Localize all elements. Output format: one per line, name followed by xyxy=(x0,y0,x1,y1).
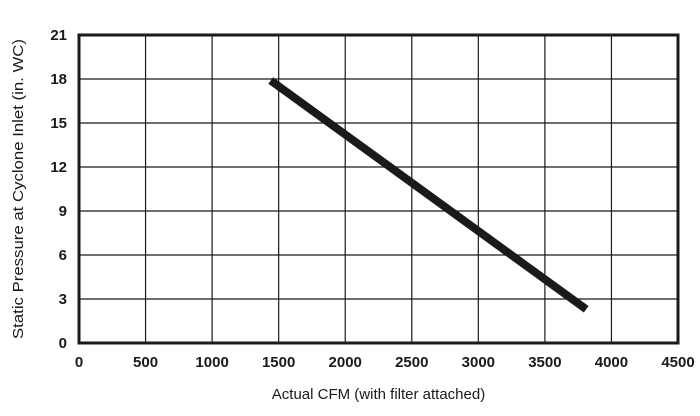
series-line-0 xyxy=(268,77,589,313)
y-tick-label: 18 xyxy=(50,71,67,88)
x-axis-label: Actual CFM (with filter attached) xyxy=(272,386,485,403)
y-tick-label: 15 xyxy=(50,115,67,132)
y-tick-label: 9 xyxy=(59,203,67,220)
y-tick-labels: 0 3 6 9 12 15 18 21 xyxy=(50,27,67,352)
y-tick-label: 12 xyxy=(50,159,67,176)
grid-layer xyxy=(78,34,679,344)
x-tick-label: 3000 xyxy=(462,354,495,371)
y-tick-label: 3 xyxy=(59,291,67,308)
plot-frame xyxy=(77,33,680,345)
x-tick-label: 2500 xyxy=(395,354,428,371)
y-tick-label: 6 xyxy=(59,247,67,264)
x-tick-labels: 0 500 1000 1500 2000 2500 3000 3500 4000 4500 xyxy=(75,354,695,371)
x-tick-label: 1500 xyxy=(262,354,295,371)
y-tick-label: 0 xyxy=(59,335,67,352)
x-tick-label: 3500 xyxy=(528,354,561,371)
x-tick-label: 0 xyxy=(75,354,83,371)
series-layer xyxy=(268,77,589,313)
x-tick-label: 500 xyxy=(133,354,158,371)
x-tick-label: 2000 xyxy=(329,354,362,371)
x-tick-label: 4500 xyxy=(661,354,694,371)
y-axis-label: Static Pressure at Cyclone Inlet (in. WC… xyxy=(10,39,27,339)
x-tick-label: 1000 xyxy=(195,354,228,371)
y-tick-label: 21 xyxy=(50,27,67,44)
x-tick-label: 4000 xyxy=(595,354,628,371)
